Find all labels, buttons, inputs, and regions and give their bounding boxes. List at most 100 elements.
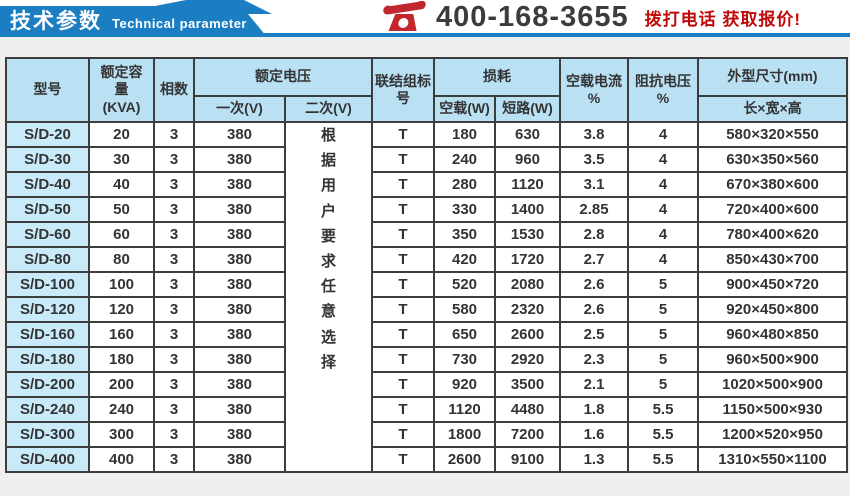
header-loss: 损耗 (433, 57, 561, 97)
cell-model: S/D-200 (5, 371, 90, 398)
cell-no-load-current: 1.3 (559, 446, 629, 473)
cell-capacity: 180 (88, 346, 155, 373)
header-capacity: 额定容 量 (KVA) (88, 57, 155, 123)
cell-no-load-current: 3.8 (559, 121, 629, 148)
cell-no-load-current: 2.3 (559, 346, 629, 373)
cell-primary-voltage: 380 (193, 321, 286, 348)
phone-number[interactable]: 400-168-3655 (436, 0, 629, 33)
cell-dimensions: 1020×500×900 (697, 371, 848, 398)
cell-no-load-current: 2.6 (559, 296, 629, 323)
cell-impedance-voltage: 4 (627, 146, 699, 173)
cell-phases: 3 (153, 371, 195, 398)
table-row: S/D-200 200 3 380 T 920 3500 2.1 5 1020×500×900 (5, 371, 848, 398)
cell-capacity: 400 (88, 446, 155, 473)
header-secondary-voltage: 二次(V) (284, 95, 373, 123)
cell-model: S/D-60 (5, 221, 90, 248)
header-connection: 联结组标 号 (371, 57, 435, 123)
cell-model: S/D-40 (5, 171, 90, 198)
cell-no-load-w: 580 (433, 296, 496, 323)
divider-line (0, 33, 850, 37)
phone-icon (378, 0, 427, 33)
cell-connection: T (371, 396, 435, 423)
cell-dimensions: 780×400×620 (697, 221, 848, 248)
cell-dimensions: 1150×500×930 (697, 396, 848, 423)
cell-primary-voltage: 380 (193, 396, 286, 423)
cell-phases: 3 (153, 346, 195, 373)
cell-connection: T (371, 171, 435, 198)
table-row: S/D-300 300 3 380 T 1800 7200 1.6 5.5 1200×520×95… (5, 421, 848, 448)
table-row: S/D-160 160 3 380 T 650 2600 2.5 5 960×480×850 (5, 321, 848, 348)
call-cta-text[interactable]: 拨打电话 获取报价! (644, 9, 801, 29)
table-header: 型号 额定容 量 (KVA) 相数 额定电压 联结组标 号 损耗 空载电流 % … (5, 57, 848, 123)
cell-dimensions: 1200×520×950 (697, 421, 848, 448)
cell-connection: T (371, 371, 435, 398)
cell-no-load-w: 350 (433, 221, 496, 248)
header-impedance-voltage: 阻抗电压 % (627, 57, 699, 123)
cell-phases: 3 (153, 221, 195, 248)
cell-short-circuit-w: 2920 (494, 346, 561, 373)
header-lwh: 长×宽×高 (697, 95, 848, 123)
section-banner: 技术参数 Technical parameter (0, 0, 272, 37)
cell-no-load-w: 180 (433, 121, 496, 148)
cell-no-load-current: 1.8 (559, 396, 629, 423)
cell-no-load-current: 2.6 (559, 271, 629, 298)
cell-impedance-voltage: 5 (627, 321, 699, 348)
cell-impedance-voltage: 5 (627, 296, 699, 323)
cell-model: S/D-240 (5, 396, 90, 423)
table-row: S/D-40 40 3 380 T 280 1120 3.1 4 670×380×600 (5, 171, 848, 198)
cell-model: S/D-100 (5, 271, 90, 298)
cell-capacity: 50 (88, 196, 155, 223)
cell-capacity: 60 (88, 221, 155, 248)
cell-connection: T (371, 246, 435, 273)
cell-dimensions: 630×350×560 (697, 146, 848, 173)
cell-connection: T (371, 421, 435, 448)
cell-no-load-w: 920 (433, 371, 496, 398)
cell-connection: T (371, 146, 435, 173)
cell-model: S/D-400 (5, 446, 90, 473)
cell-capacity: 80 (88, 246, 155, 273)
cell-dimensions: 580×320×550 (697, 121, 848, 148)
header-dimensions: 外型尺寸(mm) (697, 57, 848, 97)
cell-no-load-w: 240 (433, 146, 496, 173)
cell-primary-voltage: 380 (193, 346, 286, 373)
cell-phases: 3 (153, 196, 195, 223)
cell-connection: T (371, 296, 435, 323)
cell-impedance-voltage: 5 (627, 346, 699, 373)
cell-impedance-voltage: 5 (627, 371, 699, 398)
header-no-load-w: 空载(W) (433, 95, 496, 123)
banner-title-en: Technical parameter (112, 16, 247, 31)
cell-no-load-current: 2.8 (559, 221, 629, 248)
cell-primary-voltage: 380 (193, 121, 286, 148)
table-row: S/D-20 20 3 380 根 据 用 户 要 求 任 意 选 择 T 180 630 3.… (5, 121, 848, 473)
header-phases: 相数 (153, 57, 195, 123)
header-short-circuit-w: 短路(W) (494, 95, 561, 123)
cell-capacity: 240 (88, 396, 155, 423)
content-area: 型号 额定容 量 (KVA) 相数 额定电压 联结组标 号 损耗 空载电流 % … (0, 37, 850, 496)
cell-dimensions: 1310×550×1100 (697, 446, 848, 473)
cell-phases: 3 (153, 246, 195, 273)
cell-connection: T (371, 221, 435, 248)
cell-impedance-voltage: 5.5 (627, 446, 699, 473)
cell-impedance-voltage: 5.5 (627, 421, 699, 448)
cell-no-load-current: 2.5 (559, 321, 629, 348)
secondary-voltage-note: 根 据 用 户 要 求 任 意 选 择 (284, 121, 373, 473)
cell-short-circuit-w: 7200 (494, 421, 561, 448)
cell-impedance-voltage: 4 (627, 121, 699, 148)
cell-phases: 3 (153, 271, 195, 298)
cell-no-load-current: 2.85 (559, 196, 629, 223)
cell-phases: 3 (153, 171, 195, 198)
cell-primary-voltage: 380 (193, 246, 286, 273)
table-row: S/D-180 180 3 380 T 730 2920 2.3 5 960×500×900 (5, 346, 848, 373)
cell-connection: T (371, 271, 435, 298)
cell-no-load-w: 730 (433, 346, 496, 373)
table-row: S/D-400 400 3 380 T 2600 9100 1.3 5.5 1310×550×11… (5, 446, 848, 473)
cell-no-load-current: 3.1 (559, 171, 629, 198)
cell-no-load-w: 520 (433, 271, 496, 298)
table-body: S/D-20 20 3 380 根 据 用 户 要 求 任 意 选 择 T 180 630 3.… (5, 121, 848, 473)
cell-model: S/D-30 (5, 146, 90, 173)
cell-primary-voltage: 380 (193, 446, 286, 473)
cell-connection: T (371, 196, 435, 223)
cell-phases: 3 (153, 121, 195, 148)
cell-phases: 3 (153, 321, 195, 348)
contact-block: 400-168-3655 拨打电话 获取报价! (380, 0, 801, 34)
